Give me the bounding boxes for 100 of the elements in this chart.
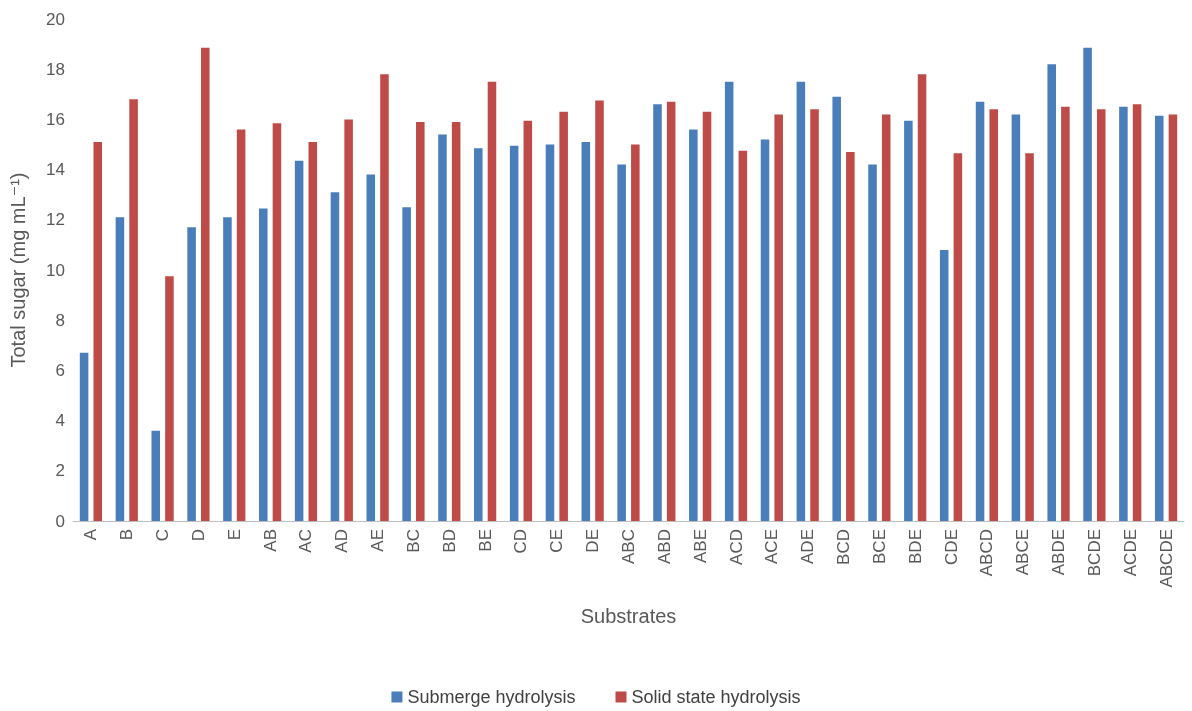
bar <box>724 81 734 521</box>
y-tick-label: 18 <box>46 59 65 79</box>
x-tick-label: ABCDE <box>1156 529 1176 588</box>
bar <box>272 123 282 521</box>
bar <box>1132 104 1142 521</box>
bar <box>559 111 568 521</box>
x-tick-label: CE <box>547 529 567 553</box>
bar <box>115 217 125 521</box>
bar <box>402 207 411 521</box>
bar <box>438 134 447 521</box>
x-tick-label: AE <box>368 529 388 552</box>
x-tick-label: E <box>224 529 244 541</box>
bar <box>366 174 376 521</box>
bar <box>939 249 949 521</box>
y-tick-label: 2 <box>55 461 65 481</box>
bar <box>760 139 770 521</box>
bar <box>330 192 340 521</box>
y-tick-label: 8 <box>55 310 65 330</box>
x-tick-label: BD <box>439 529 459 553</box>
bar <box>666 101 676 521</box>
bar <box>344 119 353 521</box>
x-tick-label: CD <box>511 529 531 554</box>
bar <box>79 352 89 521</box>
bar <box>201 47 210 521</box>
y-tick-label: 12 <box>46 210 65 230</box>
bar <box>689 129 698 521</box>
x-tick-label: BCDE <box>1084 529 1104 577</box>
bar <box>294 160 304 521</box>
x-tick-label: ACE <box>762 529 782 564</box>
bar <box>223 217 232 521</box>
bar <box>451 121 461 521</box>
bar <box>1011 114 1021 521</box>
bar <box>151 430 161 521</box>
x-tick-label: AB <box>260 529 280 552</box>
x-tick-label: CDE <box>941 529 961 565</box>
bar <box>129 99 138 521</box>
x-tick-label: ABE <box>690 529 710 564</box>
x-tick-label: D <box>188 529 208 542</box>
y-axis-title: Total sugar (mg mL⁻¹) <box>7 172 29 368</box>
bar <box>953 153 963 521</box>
bar <box>581 141 591 521</box>
bar <box>846 152 855 521</box>
x-tick-label: ABCE <box>1013 529 1033 576</box>
bar <box>509 145 519 521</box>
x-tick-label: AC <box>296 529 316 553</box>
y-tick-label: 14 <box>46 160 65 180</box>
x-tick-label: BCE <box>869 529 889 564</box>
bar <box>1119 106 1128 521</box>
x-tick-label: ACD <box>726 529 746 565</box>
x-tick-label: B <box>117 529 137 541</box>
bar <box>165 276 174 521</box>
x-tick-label: DE <box>583 529 603 553</box>
bar <box>1061 106 1070 521</box>
bar <box>380 74 389 521</box>
bar <box>989 109 998 521</box>
bar <box>1047 64 1056 521</box>
y-tick-label: 4 <box>55 411 65 431</box>
bar <box>545 144 555 521</box>
bar <box>832 96 841 521</box>
bar <box>595 100 604 521</box>
bar <box>187 227 196 521</box>
bar <box>236 129 246 521</box>
x-tick-label: ADE <box>798 529 818 564</box>
bar <box>738 150 748 521</box>
bar <box>653 104 662 521</box>
x-tick-label: ABCD <box>977 529 997 577</box>
bar <box>631 144 640 521</box>
x-tick-label: ABC <box>619 529 638 564</box>
bar <box>975 101 985 521</box>
bar <box>796 81 806 521</box>
y-tick-label: 20 <box>46 9 65 29</box>
bar <box>93 141 103 521</box>
y-tick-label: 0 <box>55 511 65 531</box>
bar <box>487 81 497 521</box>
bar <box>774 114 783 521</box>
bar <box>904 120 913 521</box>
bar <box>917 74 927 521</box>
bar <box>1168 114 1178 521</box>
x-tick-label: BCD <box>834 529 854 565</box>
bar <box>881 114 891 521</box>
bar <box>1025 153 1034 521</box>
x-tick-label: A <box>81 528 101 541</box>
x-tick-label: BE <box>475 529 495 552</box>
legend-label: Submerge hydrolysis <box>407 687 576 707</box>
x-tick-label: C <box>153 529 173 542</box>
bar <box>259 208 268 521</box>
x-axis-title: Substrates <box>580 605 677 627</box>
bar <box>1083 47 1092 521</box>
x-tick-label: BDE <box>905 529 925 564</box>
legend-label: Solid state hydrolysis <box>631 687 801 707</box>
x-tick-label: ABDE <box>1049 529 1069 576</box>
x-tick-label: BC <box>403 529 423 553</box>
y-tick-label: 10 <box>46 260 65 280</box>
bar <box>523 120 533 521</box>
bar <box>810 109 819 521</box>
bar <box>1154 115 1164 521</box>
bar <box>308 141 318 521</box>
y-tick-label: 6 <box>55 360 65 380</box>
bar <box>474 148 483 521</box>
bar <box>416 121 425 521</box>
